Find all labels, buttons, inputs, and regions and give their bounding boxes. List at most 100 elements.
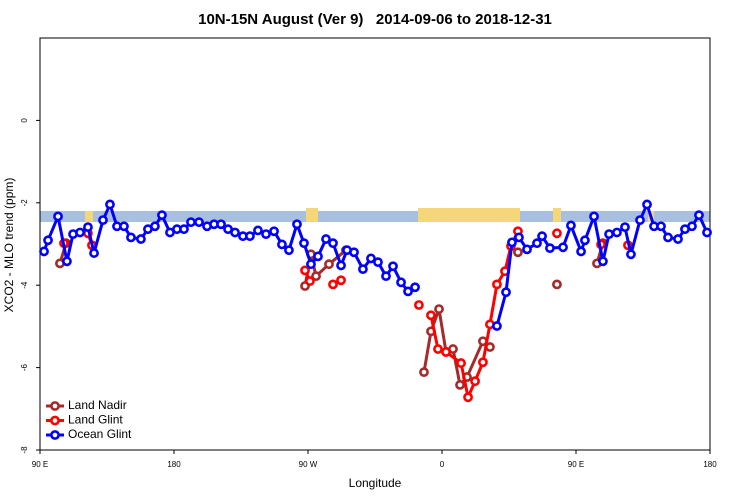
data-point (501, 287, 511, 298)
plot-frame (39, 37, 711, 451)
data-point (478, 357, 488, 368)
data-point (514, 232, 524, 243)
data-point (324, 259, 334, 270)
y-tick-label: -4 (20, 281, 29, 289)
data-point (626, 249, 636, 260)
data-point (230, 227, 240, 238)
data-point (433, 344, 443, 354)
data-point (62, 256, 72, 267)
data-point (410, 282, 420, 293)
data-point (105, 199, 115, 210)
x-tick-label: 180 (167, 460, 181, 469)
data-point (537, 231, 547, 242)
data-point (186, 217, 196, 228)
data-point (245, 231, 255, 242)
data-point (284, 245, 294, 256)
data-point (604, 229, 614, 240)
data-point (311, 271, 321, 282)
data-point (576, 246, 586, 257)
y-axis-label: XCO2 - MLO trend (ppm) (2, 178, 16, 313)
data-point (75, 227, 85, 238)
data-point (663, 232, 673, 243)
data-point (419, 367, 429, 378)
data-point (426, 310, 436, 321)
data-point (358, 264, 368, 275)
data-point (388, 261, 398, 272)
data-point (261, 229, 271, 240)
data-point (673, 234, 683, 244)
data-point (552, 279, 562, 290)
data-point (687, 221, 697, 232)
data-point (492, 321, 502, 331)
x-tick-label: 90 E (568, 460, 584, 469)
data-point (441, 347, 451, 357)
data-point (328, 279, 338, 290)
data-point (403, 286, 413, 297)
data-point (299, 238, 309, 249)
data-point (545, 243, 555, 254)
data-point (216, 219, 226, 230)
data-point (434, 304, 444, 314)
data-point (492, 279, 502, 290)
data-point (336, 260, 346, 271)
data-point (136, 234, 146, 244)
data-point (119, 221, 129, 232)
data-point (620, 222, 630, 233)
data-point (83, 222, 93, 233)
data-point (89, 248, 99, 258)
y-tick-label: -2 (20, 199, 29, 207)
data-point (642, 199, 652, 210)
data-point (373, 257, 383, 268)
data-point (612, 227, 622, 238)
legend-label: Land Nadir (68, 398, 127, 412)
data-point (300, 265, 310, 276)
data-point (321, 234, 331, 244)
chart-title: 10N-15N August (Ver 9) 2014-09-06 to 201… (198, 11, 552, 28)
data-point (179, 224, 189, 235)
y-tick-label: -6 (20, 363, 29, 371)
data-point (194, 217, 204, 228)
legend-marker (50, 430, 60, 440)
data-point (552, 228, 562, 239)
data-point (635, 215, 645, 226)
data-point (313, 251, 323, 262)
y-tick-label: -8 (20, 446, 29, 454)
data-point (305, 276, 315, 286)
data-point (598, 256, 608, 267)
data-point (485, 342, 495, 352)
legend-label: Land Glint (68, 413, 123, 427)
data-point (414, 300, 424, 310)
data-point (566, 220, 576, 231)
x-tick-label: 90 E (32, 460, 48, 469)
land-strip (40, 208, 710, 222)
legend-marker (50, 401, 60, 411)
data-point (253, 225, 263, 236)
data-point (381, 271, 391, 282)
data-point (396, 277, 406, 288)
legend-marker (50, 415, 60, 426)
data-point (456, 358, 466, 368)
data-point (656, 221, 666, 232)
data-point (513, 247, 523, 258)
data-point (43, 235, 53, 246)
data-point (558, 242, 568, 253)
data-point (349, 247, 359, 258)
data-point (126, 232, 136, 243)
data-point (39, 246, 49, 257)
legend-label: Ocean Glint (68, 427, 132, 441)
series-line (88, 231, 628, 397)
data-point (470, 376, 480, 387)
data-point (532, 238, 542, 249)
data-point (269, 226, 279, 237)
x-tick-label: 90 W (299, 460, 318, 469)
data-point (336, 275, 346, 286)
x-tick-label: 180 (703, 460, 717, 469)
x-axis-label: Longitude (349, 476, 402, 490)
data-point (157, 210, 167, 221)
data-point (522, 244, 532, 255)
data-point (694, 210, 704, 221)
data-point (150, 221, 160, 232)
data-point (98, 215, 108, 226)
data-point (328, 238, 338, 249)
